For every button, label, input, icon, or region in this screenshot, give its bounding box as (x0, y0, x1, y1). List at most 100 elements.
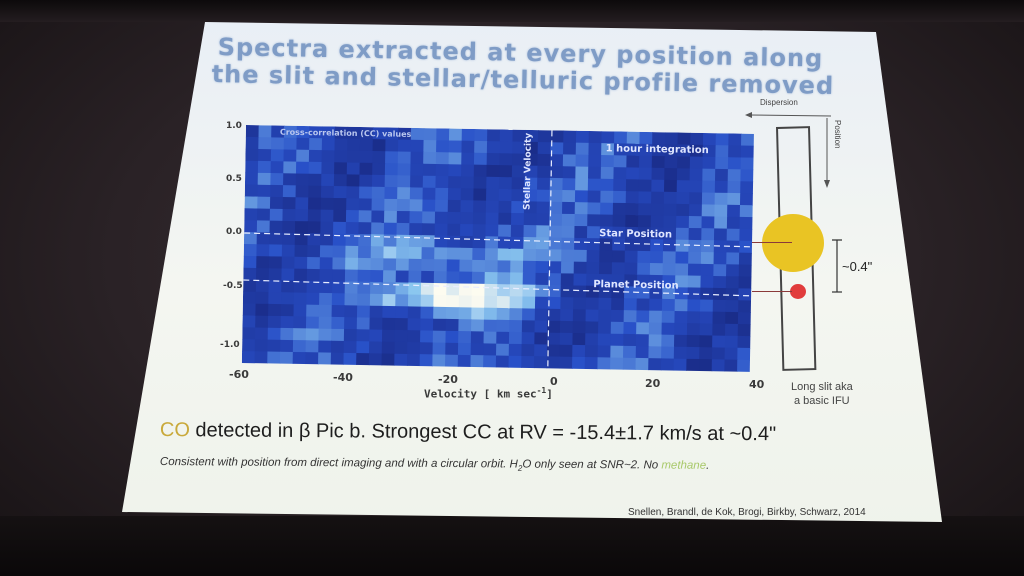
heatmap-cell (293, 304, 307, 318)
heatmap-cell (345, 245, 359, 259)
heatmap-cell (522, 308, 536, 322)
heatmap-cell (600, 190, 614, 204)
heatmap-cell (483, 307, 498, 321)
heatmap-cell (548, 273, 562, 286)
slide-headline: CO detected in β Pic b. Strongest CC at … (160, 419, 776, 446)
heatmap-cell (359, 186, 373, 200)
heatmap-cell (509, 320, 523, 333)
heatmap-cell (459, 235, 474, 249)
heatmap-cell (740, 157, 754, 171)
heatmap-cell (610, 309, 625, 323)
heatmap-cell (714, 204, 728, 218)
heatmap-cell (573, 297, 587, 311)
heatmap-cell (563, 142, 577, 156)
heatmap-cell (572, 309, 587, 322)
heatmap-cell (410, 127, 425, 141)
heatmap-cell (320, 197, 335, 211)
y-tick-label: 1.0 (226, 121, 242, 131)
heatmap-cell (422, 199, 436, 213)
heatmap-cell (623, 298, 638, 311)
heatmap-cell (600, 166, 615, 180)
heatmap-cell (524, 153, 539, 167)
heatmap-cell (588, 142, 602, 156)
heatmap-cell (573, 273, 587, 287)
heatmap-cell (343, 340, 358, 354)
heatmap-cell (626, 167, 640, 181)
heatmap-cell (257, 184, 271, 198)
heatmap-cell (370, 269, 384, 283)
heatmap-cell (673, 358, 688, 372)
heatmap-cell (676, 180, 691, 193)
heatmap-cell (484, 283, 498, 297)
heatmap-cell (713, 275, 727, 289)
heatmap-cell (294, 256, 308, 270)
heatmap-cell (359, 162, 373, 176)
heatmap-cell (370, 281, 384, 295)
heatmap-cell (270, 161, 285, 174)
heatmap-cell (523, 213, 538, 226)
heatmap-cell (318, 316, 333, 330)
heatmap-cell (508, 343, 523, 357)
heatmap-cell (421, 223, 436, 237)
heatmap-cell (382, 317, 396, 331)
heatmap-cell (664, 144, 679, 157)
heatmap-cell (574, 225, 588, 239)
heatmap-canvas (241, 125, 754, 372)
heatmap-cell (712, 311, 727, 325)
heatmap-cell (509, 284, 524, 298)
heatmap-cell (306, 280, 321, 294)
slit-caption-line-1: Long slit aka (791, 381, 853, 393)
heatmap-cell (395, 294, 409, 307)
heatmap-cell (394, 341, 408, 355)
heatmap-cell (509, 272, 524, 286)
heatmap-cell (585, 285, 600, 299)
heatmap-cell (369, 341, 383, 355)
heatmap-cell (472, 259, 486, 273)
heatmap-cell (537, 141, 552, 155)
heatmap-cell (585, 297, 600, 311)
slide-credits: Snellen, Brandl, de Kok, Brogi, Birkby, … (628, 507, 866, 518)
heatmap-cell (610, 357, 624, 371)
planet-position-line (243, 279, 752, 297)
heatmap-cell (637, 262, 651, 276)
heatmap-cell (422, 175, 437, 189)
heatmap-cell (344, 305, 358, 318)
heatmap-cell (624, 262, 638, 276)
heatmap-cell (623, 333, 637, 347)
heatmap-cell (371, 210, 385, 224)
heatmap-cell (738, 288, 752, 302)
heatmap-cell (458, 331, 472, 344)
heatmap-cell (346, 162, 361, 176)
heatmap-cell (521, 355, 535, 369)
heatmap-cell (699, 335, 713, 348)
heatmap-cell (433, 271, 448, 284)
heatmap-cell (321, 173, 335, 187)
heatmap-cell (407, 306, 422, 320)
heatmap-cell (622, 345, 637, 359)
heatmap-cell (701, 204, 716, 218)
heatmap-cell (343, 329, 358, 342)
heatmap-cell (305, 352, 319, 365)
heatmap-cell (398, 127, 412, 141)
heatmap-cell (625, 214, 639, 228)
heatmap-cell (548, 249, 562, 263)
heatmap-cell (598, 297, 612, 311)
heatmap-cell (245, 136, 260, 150)
heatmap-cell (423, 140, 437, 153)
heatmap-cell (320, 185, 335, 199)
heatmap-cell (626, 143, 641, 157)
heatmap-cell (461, 164, 475, 178)
stellar-velocity-label: Stellar Velocity (522, 132, 534, 211)
heatmap-cell (677, 156, 691, 170)
heatmap-cell (244, 184, 259, 198)
heatmap-cell (584, 345, 599, 358)
heatmap-cell (448, 164, 462, 177)
heatmap-cell (359, 150, 374, 164)
heatmap-cell (624, 274, 638, 288)
heatmap-cell (267, 315, 282, 329)
heatmap-cell (599, 226, 614, 240)
heatmap-cell (435, 187, 449, 201)
heatmap-cell (397, 175, 411, 188)
heatmap-cell (421, 270, 435, 284)
heatmap-cell (598, 285, 613, 299)
